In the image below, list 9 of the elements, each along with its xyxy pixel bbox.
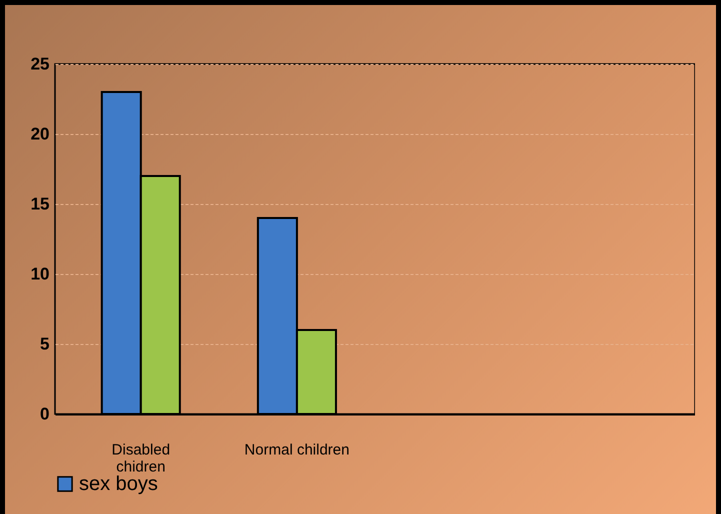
y-tick-label: 25 <box>30 54 50 74</box>
y-tick-label: 15 <box>30 194 50 214</box>
y-tick-label: 20 <box>30 124 50 144</box>
y-tick-label: 5 <box>40 334 50 354</box>
y-tick-label: 10 <box>30 264 50 284</box>
x-tick-label: Normal children <box>244 442 350 458</box>
y-tick-label: 0 <box>40 404 50 424</box>
legend-label: sex boys <box>79 473 158 495</box>
x-tick-label: Disabled chidren <box>112 442 170 476</box>
